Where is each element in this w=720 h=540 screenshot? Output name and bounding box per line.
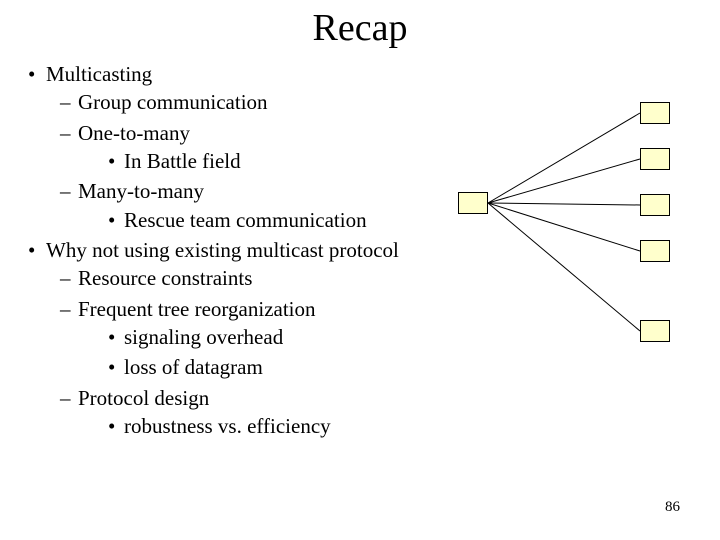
multicast-diagram — [440, 102, 700, 362]
bullet-text: loss of datagram — [124, 355, 263, 379]
bullet-text: Why not using existing multicast protoco… — [46, 238, 399, 262]
diagram-node-d5 — [640, 320, 670, 342]
bullet-text: Frequent tree reorganization — [78, 297, 316, 321]
bullet-l3: robustness vs. efficiency — [78, 412, 428, 440]
bullet-l3: In Battle field — [78, 147, 428, 175]
diagram-node-d1 — [640, 102, 670, 124]
bullet-text: In Battle field — [124, 149, 241, 173]
bullet-text: Many-to-many — [78, 179, 204, 203]
bullet-l3: Rescue team communication — [78, 206, 428, 234]
bullet-text: signaling overhead — [124, 325, 283, 349]
bullet-l1: Why not using existing multicast protoco… — [28, 236, 428, 440]
bullet-l2: One-to-many In Battle field — [46, 119, 428, 176]
bullet-text: One-to-many — [78, 121, 190, 145]
bullet-text: Multicasting — [46, 62, 152, 86]
bullet-text: Protocol design — [78, 386, 209, 410]
bullet-text: robustness vs. efficiency — [124, 414, 331, 438]
diagram-node-d3 — [640, 194, 670, 216]
diagram-node-src — [458, 192, 488, 214]
bullet-text: Resource constraints — [78, 266, 252, 290]
bullet-l3: loss of datagram — [78, 353, 428, 381]
bullet-text: Rescue team communication — [124, 208, 367, 232]
diagram-node-d4 — [640, 240, 670, 262]
bullet-text: Group communication — [78, 90, 268, 114]
bullet-l3: signaling overhead — [78, 323, 428, 351]
bullet-l2: Protocol design robustness vs. efficienc… — [46, 384, 428, 441]
bullet-l2: Many-to-many Rescue team communication — [46, 177, 428, 234]
bullet-l2: Frequent tree reorganization signaling o… — [46, 295, 428, 382]
page-number: 86 — [665, 499, 680, 516]
bullet-l2: Group communication — [46, 88, 428, 116]
diagram-node-d2 — [640, 148, 670, 170]
bullet-l1: Multicasting Group communication One-to-… — [28, 60, 428, 234]
slide-title: Recap — [0, 6, 720, 50]
slide: Recap Multicasting Group communication O… — [0, 0, 720, 540]
bullet-l2: Resource constraints — [46, 264, 428, 292]
outline: Multicasting Group communication One-to-… — [28, 60, 428, 442]
